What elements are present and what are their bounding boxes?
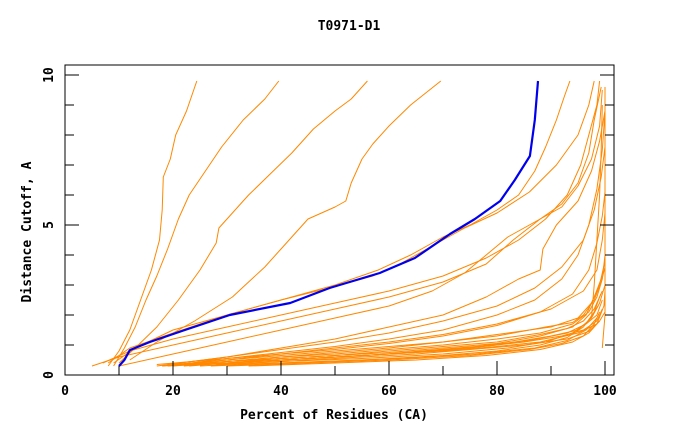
series-line-model-k [167,110,606,367]
plot-frame [64,64,615,376]
series-line-model-b [113,80,280,367]
x-tick-label: 60 [381,384,397,399]
series-line-model-g [102,80,601,364]
tick-layer: 0 20 40 60 80 100 0 5 10 [42,67,617,399]
highlight-series-line [118,80,540,367]
x-tick-label: 100 [593,384,617,399]
series-line-model-d [129,80,442,361]
series-line-model-l [167,146,606,365]
series-line-model-j [156,110,606,367]
series-line-model-a [107,80,198,367]
y-tick-label: 5 [42,221,57,229]
x-tick-label: 80 [489,384,505,399]
series-line-model-n [156,212,606,365]
series-line-model-c [118,80,368,364]
series-line-model-e [113,80,571,364]
x-tick-label: 20 [165,384,181,399]
x-axis-label: Percent of Residues (CA) [240,408,428,423]
series-line-model-x [205,299,603,365]
series-line-model-ab [237,317,598,365]
series-line-model-t [178,290,603,365]
series-line-model-h [91,86,602,367]
series-line-model-aa [226,311,601,367]
y-tick-label: 10 [42,67,57,83]
series-line-model-i [118,89,603,367]
series-layer [91,80,606,367]
series-line-model-q [172,266,606,365]
series-line-model-ac [248,320,600,367]
highlight-layer [118,80,540,367]
y-axis-label: Distance Cutoff, A [20,161,35,302]
series-line-model-z [216,305,599,365]
series-line-model-ae [591,104,603,319]
y-tick-label: 0 [42,371,57,379]
x-tick-label: 40 [273,384,289,399]
series-line-model-p [162,254,606,367]
axes-layer [64,64,615,376]
x-tick-label: 0 [61,384,69,399]
chart-title: T0971-D1 [318,19,381,34]
